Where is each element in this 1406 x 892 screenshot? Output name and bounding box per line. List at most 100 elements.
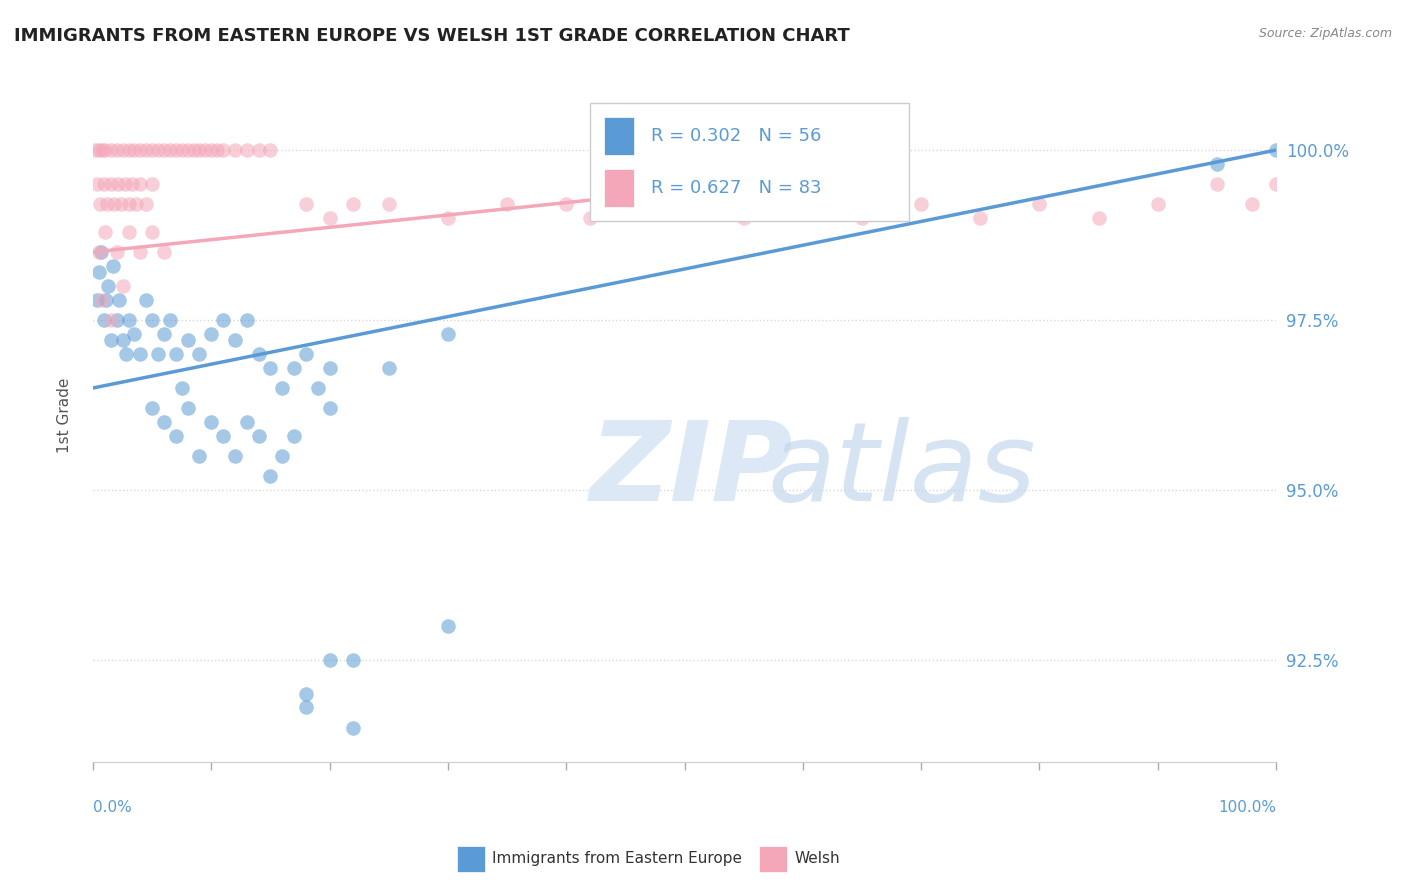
Point bbox=[117, 143, 139, 157]
Point bbox=[124, 326, 146, 341]
Point bbox=[318, 211, 340, 225]
Point bbox=[176, 401, 198, 416]
Text: atlas: atlas bbox=[768, 417, 1036, 524]
Point bbox=[259, 360, 281, 375]
Point bbox=[141, 177, 163, 191]
Text: Source: ZipAtlas.com: Source: ZipAtlas.com bbox=[1258, 27, 1392, 40]
Text: R = 0.302   N = 56: R = 0.302 N = 56 bbox=[651, 128, 821, 145]
Point bbox=[103, 197, 125, 211]
Point bbox=[141, 225, 163, 239]
Y-axis label: 1st Grade: 1st Grade bbox=[58, 377, 72, 453]
Point bbox=[212, 313, 235, 327]
Point bbox=[176, 143, 198, 157]
Point bbox=[100, 313, 122, 327]
Bar bbox=[605, 169, 634, 207]
Point bbox=[342, 653, 364, 667]
Point bbox=[1087, 211, 1109, 225]
Point bbox=[129, 143, 152, 157]
Point bbox=[87, 143, 110, 157]
Point bbox=[89, 197, 111, 211]
Point bbox=[307, 381, 329, 395]
Point bbox=[673, 197, 696, 211]
Point bbox=[124, 143, 146, 157]
Point bbox=[105, 143, 128, 157]
Point bbox=[91, 143, 114, 157]
Point bbox=[342, 721, 364, 735]
Point bbox=[153, 326, 176, 341]
Point bbox=[200, 415, 222, 429]
Point bbox=[247, 428, 270, 442]
Point bbox=[110, 197, 132, 211]
Point bbox=[188, 347, 211, 361]
Point bbox=[97, 279, 120, 293]
Text: IMMIGRANTS FROM EASTERN EUROPE VS WELSH 1ST GRADE CORRELATION CHART: IMMIGRANTS FROM EASTERN EUROPE VS WELSH … bbox=[14, 27, 849, 45]
Point bbox=[318, 653, 340, 667]
Point bbox=[87, 265, 110, 279]
Point bbox=[1146, 197, 1168, 211]
Point bbox=[141, 143, 163, 157]
Point bbox=[224, 449, 246, 463]
Point bbox=[91, 293, 114, 307]
Point bbox=[283, 428, 305, 442]
Point bbox=[153, 415, 176, 429]
Point bbox=[153, 143, 176, 157]
Point bbox=[318, 360, 340, 375]
Point bbox=[124, 197, 146, 211]
Point bbox=[437, 326, 460, 341]
Point bbox=[200, 326, 222, 341]
Point bbox=[141, 401, 163, 416]
Point bbox=[318, 401, 340, 416]
Point bbox=[259, 143, 281, 157]
FancyBboxPatch shape bbox=[591, 103, 910, 221]
Point bbox=[1206, 156, 1229, 170]
Point bbox=[108, 293, 131, 307]
Point bbox=[84, 143, 107, 157]
Point bbox=[100, 177, 122, 191]
Point bbox=[96, 197, 118, 211]
Point bbox=[1241, 197, 1264, 211]
Text: ZIP: ZIP bbox=[591, 417, 793, 524]
Point bbox=[129, 177, 152, 191]
Text: Welsh: Welsh bbox=[794, 852, 839, 866]
Point bbox=[135, 197, 157, 211]
Point bbox=[496, 197, 519, 211]
Point bbox=[792, 197, 814, 211]
Point bbox=[94, 225, 117, 239]
Point bbox=[117, 225, 139, 239]
Point bbox=[129, 245, 152, 260]
Point bbox=[170, 143, 193, 157]
Point bbox=[378, 360, 401, 375]
Point bbox=[212, 143, 235, 157]
Point bbox=[614, 197, 637, 211]
Point bbox=[170, 381, 193, 395]
Point bbox=[86, 293, 108, 307]
Point bbox=[176, 334, 198, 348]
Point bbox=[165, 428, 187, 442]
Point bbox=[259, 469, 281, 483]
Point bbox=[733, 211, 755, 225]
Point bbox=[117, 313, 139, 327]
Point bbox=[105, 245, 128, 260]
Text: R = 0.627   N = 83: R = 0.627 N = 83 bbox=[651, 179, 823, 197]
Point bbox=[295, 700, 318, 714]
Point bbox=[117, 197, 139, 211]
Point bbox=[910, 197, 932, 211]
Point bbox=[107, 177, 129, 191]
Point bbox=[212, 428, 235, 442]
Point bbox=[129, 347, 152, 361]
Point bbox=[93, 177, 115, 191]
Point bbox=[295, 687, 318, 701]
Point bbox=[1028, 197, 1050, 211]
Point bbox=[271, 381, 294, 395]
Point bbox=[579, 211, 602, 225]
Point bbox=[153, 245, 176, 260]
Point bbox=[93, 313, 115, 327]
Text: 0.0%: 0.0% bbox=[93, 800, 132, 815]
Point bbox=[146, 143, 169, 157]
Point bbox=[295, 197, 318, 211]
Point bbox=[111, 334, 134, 348]
Point bbox=[146, 347, 169, 361]
Point bbox=[283, 360, 305, 375]
Point bbox=[111, 279, 134, 293]
Point bbox=[271, 449, 294, 463]
